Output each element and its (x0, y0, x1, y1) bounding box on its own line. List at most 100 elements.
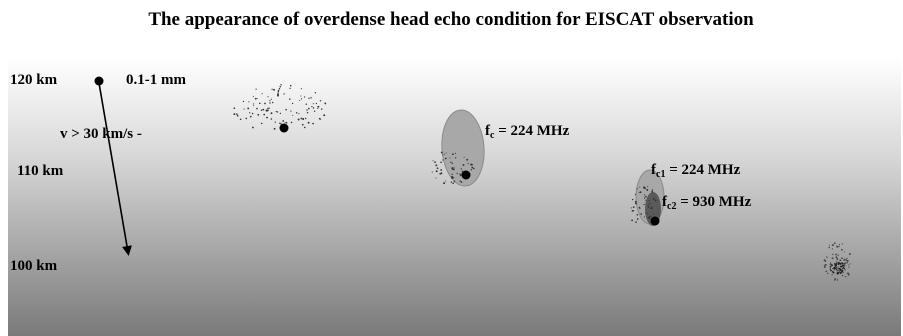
particle-cloud-4 (823, 242, 851, 281)
plasma-envelope-224 (441, 109, 485, 187)
particle-dot (270, 98, 272, 100)
particle-dot (635, 202, 637, 204)
particle-dot (289, 87, 291, 90)
particle-dot (300, 95, 302, 97)
particle-dot (277, 93, 279, 96)
particle-dot (300, 98, 303, 100)
particle-dot (312, 107, 315, 109)
particle-dot (233, 107, 236, 110)
particle-dot (631, 198, 634, 201)
particle-dot (259, 102, 261, 105)
particle-dot (307, 121, 310, 124)
particle-dot (846, 257, 848, 259)
particle-dot (261, 93, 263, 95)
particle-dot (837, 269, 839, 272)
particle-cloud-3 (630, 186, 657, 224)
particle-dot (270, 112, 273, 115)
particle-dot (845, 276, 847, 278)
particle-dot (440, 169, 443, 171)
particle-dot (257, 113, 260, 116)
particle-dot (643, 186, 646, 188)
particle-dot (285, 108, 287, 111)
particle-dot (292, 114, 294, 116)
particle-dot (836, 258, 839, 260)
particle-dot (645, 212, 647, 214)
particle-dot (842, 267, 844, 269)
particle-dot (647, 212, 649, 214)
particle-dot (442, 154, 444, 156)
particle-dot (838, 266, 840, 268)
particle-dot (445, 152, 447, 154)
particle-dot (829, 244, 831, 246)
particle-dot (462, 163, 465, 166)
particle-dot (450, 161, 452, 164)
particle-dot (312, 122, 314, 125)
particle-dot (242, 100, 245, 103)
particle-dot (643, 197, 646, 199)
particle-dot (439, 172, 442, 175)
particle-dot (269, 102, 271, 104)
particle-dot (267, 107, 269, 110)
particle-dot (290, 121, 293, 124)
particle-dot (636, 214, 639, 216)
particle-dot (831, 248, 833, 250)
particle-dot (848, 253, 851, 255)
particle-dot (639, 191, 642, 194)
particle-dot (277, 89, 280, 92)
particle-dot (845, 259, 848, 262)
critical-frequency-label-1: fc1 = 224 MHz (651, 162, 741, 180)
particle-dot (304, 117, 307, 120)
particle-dot (252, 95, 254, 97)
particle-dot (249, 112, 251, 114)
particle-dot (267, 96, 269, 98)
critical-frequency-label-2: fc2 = 930 MHz (662, 194, 752, 212)
particle-dot (299, 99, 301, 102)
particle-dot (450, 181, 453, 183)
particle-dot (470, 168, 473, 171)
particle-dot (834, 278, 837, 280)
particle-dot (471, 166, 474, 169)
particle-dot (648, 216, 651, 219)
particle-dot (824, 264, 827, 266)
particle-dot (635, 221, 637, 223)
particle-dot (841, 274, 844, 277)
particle-dot (452, 168, 455, 171)
particle-dot (836, 245, 839, 248)
particle-dot (638, 206, 641, 209)
particle-dot (274, 121, 276, 123)
particle-dot (289, 98, 291, 100)
altitude-label-100: 100 km (10, 258, 58, 274)
meteoroid-dot (94, 76, 104, 86)
particle-dot (640, 213, 643, 215)
particle-dot (839, 259, 842, 262)
particle-dot (849, 263, 851, 265)
particle-dot (831, 264, 833, 267)
particle-dot (284, 122, 286, 124)
trajectory-arrow (98, 82, 132, 256)
altitude-label-120: 120 km (10, 72, 58, 88)
particle-dot (442, 159, 444, 161)
particle-dot (285, 121, 288, 124)
particle-dot (825, 270, 828, 273)
particle-dot (254, 97, 257, 100)
particle-dot (262, 108, 265, 111)
particle-dot (630, 207, 632, 209)
particle-dot (844, 269, 846, 271)
particle-dot (835, 266, 837, 268)
particle-dot (840, 265, 842, 268)
particle-dot (432, 160, 434, 162)
meteoroid-ablation-dot (279, 123, 289, 133)
particle-dot (832, 253, 834, 256)
particle-dot (434, 161, 436, 163)
particle-dot (834, 264, 837, 267)
particle-dot (828, 246, 830, 249)
particle-dot (844, 262, 847, 265)
particle-dot (835, 261, 838, 263)
particle-dot (451, 177, 453, 179)
particle-dot (451, 162, 453, 165)
particle-dot (282, 120, 285, 122)
particle-dot (830, 269, 832, 272)
particle-dot (837, 254, 839, 256)
particle-dot (297, 118, 300, 121)
particle-dot (271, 101, 274, 104)
